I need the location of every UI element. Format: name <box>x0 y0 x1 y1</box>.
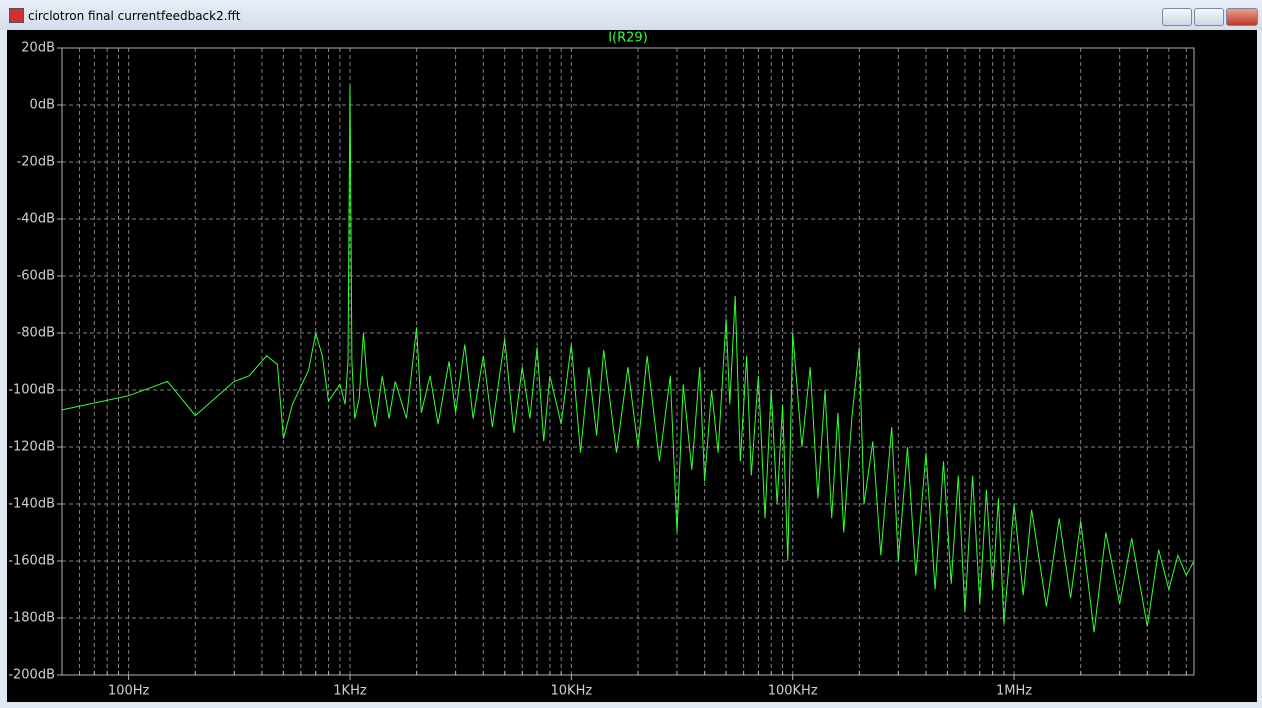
close-button[interactable] <box>1226 8 1258 26</box>
y-tick-label: -200dB <box>8 668 55 683</box>
y-tick-label: 20dB <box>21 41 55 56</box>
x-tick-label: 1KHz <box>333 684 367 699</box>
maximize-button[interactable] <box>1194 8 1224 26</box>
app-icon <box>9 8 24 23</box>
y-tick-label: -20dB <box>17 155 55 170</box>
trace-label[interactable]: I(R29) <box>608 31 648 46</box>
spectrum-line <box>61 84 1195 633</box>
y-tick-label: -60dB <box>17 269 55 284</box>
plot-background <box>7 30 1257 702</box>
window-title: circlotron final currentfeedback2.fft <box>28 9 241 23</box>
x-tick-label: 10KHz <box>551 684 593 699</box>
y-tick-label: -120dB <box>8 440 55 455</box>
y-tick-label: -80dB <box>17 326 55 341</box>
y-tick-label: -140dB <box>8 497 55 512</box>
y-tick-label: -160dB <box>8 554 55 569</box>
y-tick-label: 0dB <box>30 98 55 113</box>
title-bar: circlotron final currentfeedback2.fft <box>0 0 1262 30</box>
y-tick-label: -180dB <box>8 611 55 626</box>
y-tick-label: -100dB <box>8 383 55 398</box>
x-tick-label: 100KHz <box>768 684 818 699</box>
plot-frame <box>61 47 1195 676</box>
x-tick-label: 100Hz <box>108 684 150 699</box>
y-tick-label: -40dB <box>17 212 55 227</box>
x-tick-label: 1MHz <box>996 684 1032 699</box>
minimize-button[interactable] <box>1162 8 1192 26</box>
